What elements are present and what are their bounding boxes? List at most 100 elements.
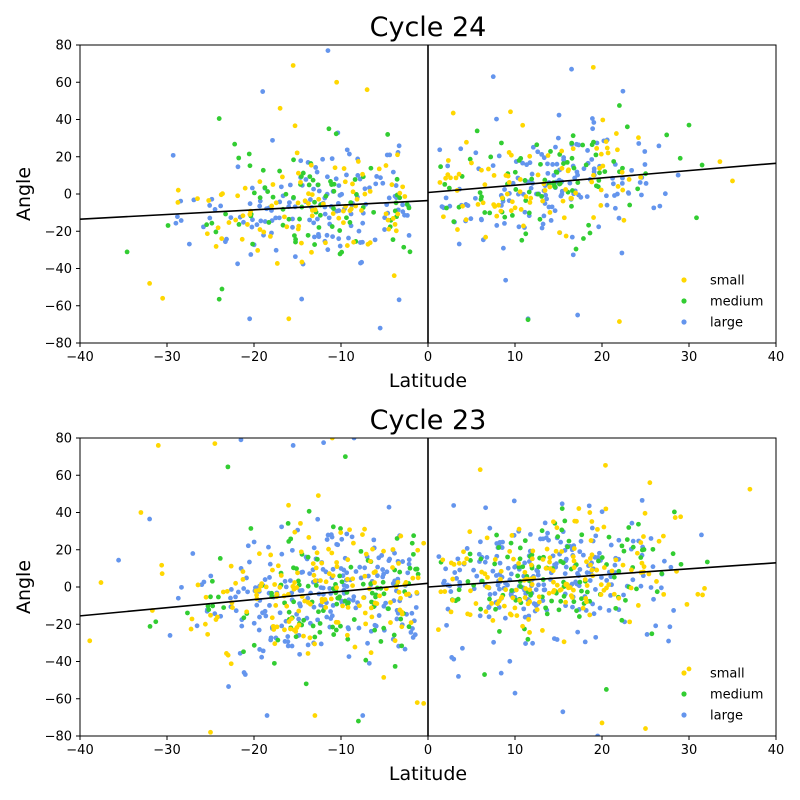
- point-small: [233, 217, 239, 223]
- point-large: [699, 532, 704, 538]
- point-large: [589, 157, 595, 162]
- point-small: [329, 438, 335, 441]
- point-large: [648, 536, 654, 541]
- point-large: [457, 579, 463, 585]
- point-small: [572, 518, 578, 524]
- point-large: [554, 637, 560, 642]
- y-tick-label: −80: [45, 730, 72, 745]
- point-large: [642, 149, 648, 154]
- point-large: [616, 215, 622, 221]
- point-medium: [246, 151, 252, 157]
- point-medium: [522, 538, 528, 544]
- point-large: [472, 195, 478, 201]
- point-large: [175, 595, 181, 601]
- point-small: [467, 612, 473, 618]
- point-small: [620, 187, 626, 193]
- point-large: [587, 578, 593, 583]
- point-medium: [537, 216, 543, 222]
- point-medium: [630, 544, 636, 550]
- point-small: [362, 573, 368, 579]
- point-large: [486, 604, 492, 610]
- point-small: [599, 720, 605, 726]
- x-axis-label: Latitude: [389, 763, 467, 785]
- point-medium: [216, 116, 222, 121]
- point-small: [583, 596, 589, 601]
- point-large: [542, 520, 548, 526]
- point-medium: [561, 593, 567, 599]
- point-small: [381, 675, 387, 680]
- point-large: [260, 89, 266, 94]
- point-small: [235, 193, 241, 199]
- point-small: [280, 174, 285, 180]
- point-small: [87, 638, 93, 644]
- point-medium: [569, 155, 575, 161]
- point-large: [580, 552, 586, 558]
- point-large: [375, 573, 380, 579]
- point-small: [288, 626, 293, 632]
- point-medium: [523, 231, 529, 237]
- point-medium: [526, 210, 532, 216]
- point-small: [540, 557, 546, 562]
- point-medium: [257, 195, 263, 201]
- point-large: [290, 216, 295, 222]
- point-small: [292, 529, 298, 535]
- point-small: [571, 558, 577, 564]
- point-medium: [291, 195, 296, 200]
- point-large: [644, 632, 650, 637]
- point-small: [517, 177, 523, 182]
- point-large: [494, 223, 500, 228]
- point-large: [570, 252, 576, 258]
- point-medium: [593, 152, 599, 158]
- point-small: [367, 188, 373, 194]
- point-small: [399, 611, 405, 617]
- point-small: [747, 486, 753, 492]
- point-small: [661, 591, 667, 597]
- point-small: [438, 589, 444, 595]
- point-small: [408, 620, 414, 625]
- point-medium: [571, 599, 577, 605]
- point-small: [389, 182, 395, 188]
- point-small: [571, 587, 576, 593]
- point-large: [358, 575, 364, 581]
- point-medium: [339, 249, 345, 255]
- point-large: [330, 234, 335, 239]
- point-small: [530, 548, 536, 554]
- point-medium: [217, 555, 223, 561]
- point-medium: [225, 464, 231, 470]
- point-small: [294, 150, 300, 156]
- point-large: [441, 578, 447, 584]
- point-large: [608, 592, 613, 598]
- point-large: [498, 670, 504, 676]
- point-small: [205, 631, 211, 637]
- point-small: [498, 576, 503, 582]
- y-tick-label: −60: [45, 299, 72, 314]
- point-small: [591, 215, 596, 220]
- point-large: [477, 539, 483, 545]
- point-small: [643, 726, 648, 731]
- point-small: [479, 569, 485, 575]
- point-small: [522, 569, 528, 575]
- point-large: [264, 713, 270, 718]
- point-small: [469, 160, 474, 166]
- point-large: [235, 164, 241, 170]
- point-large: [179, 584, 184, 590]
- point-large: [329, 534, 335, 540]
- fit-line-north: [427, 561, 776, 588]
- point-small: [268, 552, 274, 558]
- point-large: [458, 146, 464, 152]
- point-small: [306, 191, 311, 197]
- point-large: [479, 217, 484, 223]
- point-small: [350, 181, 355, 187]
- point-small: [215, 614, 220, 620]
- point-large: [351, 438, 357, 441]
- point-large: [619, 180, 625, 186]
- point-small: [508, 109, 513, 115]
- point-small: [456, 560, 462, 566]
- point-medium: [312, 199, 317, 205]
- point-small: [603, 139, 609, 145]
- point-large: [553, 561, 559, 567]
- point-medium: [548, 149, 553, 154]
- point-small: [414, 590, 420, 595]
- point-large: [529, 171, 535, 177]
- point-small: [323, 240, 328, 246]
